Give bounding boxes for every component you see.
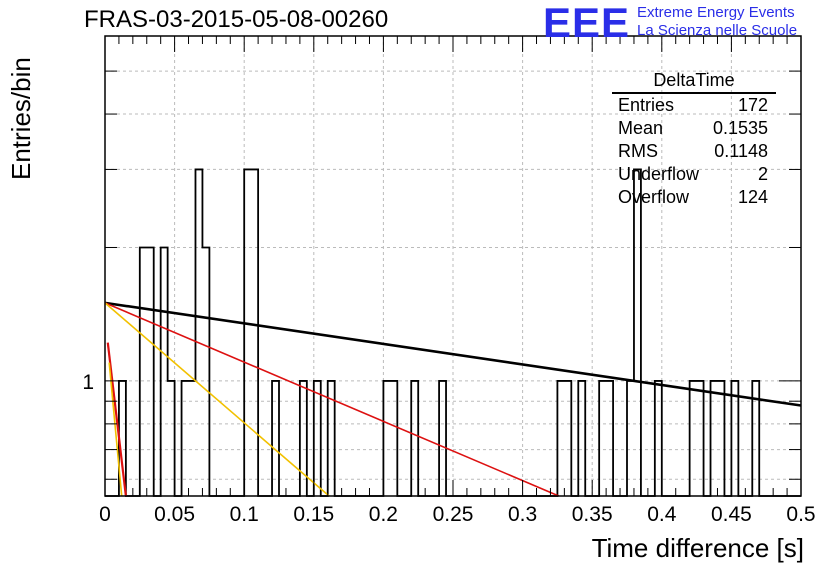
x-tick-label: 0 [99,503,111,526]
stat-label: Underflow [618,164,700,184]
eee-logo-mark: EEE [543,0,631,46]
y-axis-label: Entries/bin [6,57,36,180]
x-tick-label: 0.2 [369,503,398,526]
y-tick-label: 1 [82,371,94,394]
stat-row-entries: Entries 172 [612,94,776,117]
x-tick-label: 0.25 [433,503,474,526]
stat-label: RMS [618,141,658,161]
stat-row-rms: RMS 0.1148 [612,140,776,163]
logo-line-2: La Scienza nelle Scuole [637,22,798,39]
logo-line-1: Extreme Energy Events [637,4,795,21]
stat-row-underflow: Underflow 2 [612,163,776,186]
stat-label: Entries [618,95,675,115]
x-tick-label: 0.4 [647,503,677,526]
stat-value: 124 [737,187,768,207]
stat-row-mean: Mean 0.1535 [612,117,776,140]
fit-line [108,362,123,497]
stat-value: 2 [757,164,768,184]
fit-line [104,301,802,407]
stat-label: Mean [618,118,664,138]
x-axis-label: Time difference [s] [591,533,804,563]
stat-value: 172 [737,95,768,115]
fit-line [104,302,560,497]
stat-label: Overflow [618,187,690,207]
x-tick-label: 0.45 [711,503,752,526]
stat-value: 0.1535 [712,118,768,138]
fit-line [106,342,127,497]
stats-box: DeltaTime Entries 172 Mean 0.1535 RMS 0.114… [612,70,776,209]
x-tick-label: 0.1 [230,503,259,526]
stats-title: DeltaTime [612,70,776,94]
x-tick-label: 0.3 [508,503,537,526]
x-tick-label: 0.35 [572,503,613,526]
x-tick-label: 0.15 [293,503,334,526]
stat-row-overflow: Overflow 124 [612,186,776,209]
x-tick-label: 0.5 [786,503,815,526]
x-tick-label: 0.05 [154,503,195,526]
fit-line [104,302,330,497]
stat-value: 0.1148 [714,141,768,161]
chart-title: FRAS-03-2015-05-08-00260 [84,6,389,33]
